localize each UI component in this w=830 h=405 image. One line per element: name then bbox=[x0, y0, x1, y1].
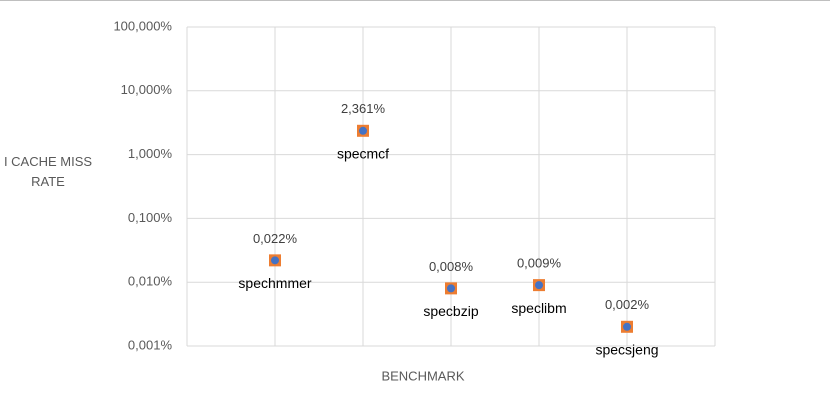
point-dot bbox=[359, 126, 367, 135]
point-name: specbzip bbox=[423, 303, 478, 319]
point-dot bbox=[535, 281, 543, 290]
y-tick-label: 10,000% bbox=[121, 82, 173, 97]
point-name: speclibm bbox=[511, 300, 566, 316]
point-dot bbox=[447, 284, 455, 293]
data-label: 0,022% bbox=[253, 231, 298, 246]
y-tick-label: 1,000% bbox=[128, 146, 173, 161]
x-axis-title: BENCHMARK bbox=[381, 368, 464, 383]
data-label: 2,361% bbox=[341, 101, 386, 116]
y-tick-label: 0,001% bbox=[128, 337, 173, 352]
point bbox=[533, 279, 545, 292]
y-axis-title: I CACHE MISS RATE bbox=[3, 154, 93, 189]
data-label: 0,009% bbox=[517, 256, 562, 271]
data-label: 0,008% bbox=[429, 259, 474, 274]
point bbox=[621, 320, 633, 333]
point bbox=[269, 254, 281, 267]
point-name: specmcf bbox=[337, 145, 389, 161]
point-dot bbox=[271, 256, 279, 265]
point-name: spechmmer bbox=[238, 275, 311, 291]
point-dot bbox=[623, 322, 631, 331]
point bbox=[445, 282, 457, 295]
point bbox=[357, 124, 369, 137]
point-name: specsjeng bbox=[595, 341, 658, 357]
y-tick-label: 0,010% bbox=[128, 274, 173, 289]
y-tick-label: 100,000% bbox=[113, 18, 172, 33]
data-label: 0,002% bbox=[605, 297, 650, 312]
y-tick-label: 0,100% bbox=[128, 210, 173, 225]
